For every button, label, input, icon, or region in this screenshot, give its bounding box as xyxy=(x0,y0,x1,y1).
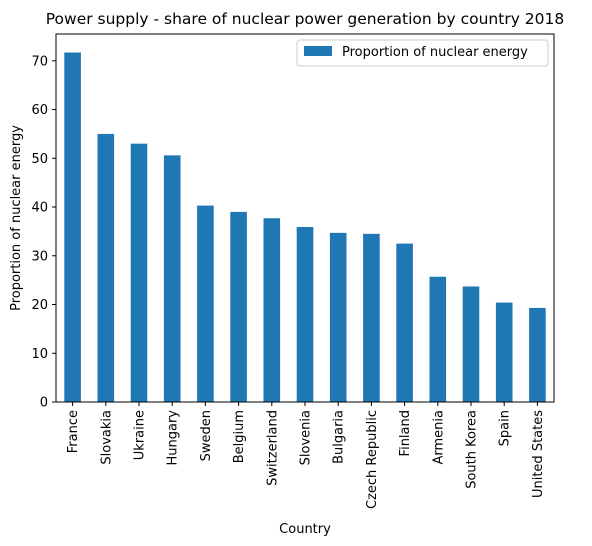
y-tick-label: 60 xyxy=(31,103,48,118)
chart-title: Power supply - share of nuclear power ge… xyxy=(46,10,565,28)
x-axis-label: Country xyxy=(279,522,331,537)
bar xyxy=(230,211,247,402)
plot-area: France Slovakia Ukraine Hungary Sweden Belgiu… xyxy=(31,52,546,509)
y-tick-label: 0 xyxy=(40,396,48,411)
x-tick-label: Switzerland xyxy=(265,410,280,486)
x-tick-label: Sweden xyxy=(199,410,214,461)
x-tick-label: South Korea xyxy=(465,410,480,489)
x-tick-label: Czech Republic xyxy=(365,410,380,509)
x-tick-label: Armenia xyxy=(431,410,446,465)
x-tick-label: Slovakia xyxy=(99,410,114,465)
bar xyxy=(363,233,380,402)
bar xyxy=(263,218,281,402)
bar xyxy=(495,302,513,402)
bar xyxy=(396,243,413,402)
y-tick-label: 50 xyxy=(31,152,48,167)
y-tick-label: 70 xyxy=(31,54,48,69)
bar xyxy=(296,227,314,402)
bar xyxy=(329,232,347,402)
x-tick-label: France xyxy=(66,410,81,453)
bar xyxy=(429,276,447,402)
x-tick-label: Spain xyxy=(498,410,513,446)
x-tick-label: Bulgaria xyxy=(332,410,347,464)
x-tick-label: Belgium xyxy=(232,410,247,463)
legend-swatch xyxy=(304,46,332,56)
bar xyxy=(197,205,214,402)
x-tick-label: Finland xyxy=(398,410,413,456)
bar xyxy=(529,307,546,402)
bar xyxy=(163,155,181,402)
legend-label: Proportion of nuclear energy xyxy=(342,45,528,60)
y-tick-label: 30 xyxy=(31,249,48,264)
x-tick-label: United States xyxy=(531,410,546,498)
axes-frame xyxy=(55,33,555,403)
y-axis-label: Proportion of nuclear energy xyxy=(9,125,24,311)
bar xyxy=(64,52,81,403)
y-tick-label: 10 xyxy=(31,347,48,362)
x-tick-label: Hungary xyxy=(166,410,181,466)
y-tick-label: 20 xyxy=(31,298,48,313)
bar xyxy=(130,143,148,402)
x-tick-label: Ukraine xyxy=(133,410,148,460)
bar xyxy=(97,133,115,402)
legend-box xyxy=(296,39,549,67)
x-tick-label: Slovenia xyxy=(299,410,314,465)
y-tick-label: 40 xyxy=(31,201,48,216)
legend: Proportion of nuclear energy xyxy=(296,39,549,67)
bar xyxy=(462,286,480,402)
